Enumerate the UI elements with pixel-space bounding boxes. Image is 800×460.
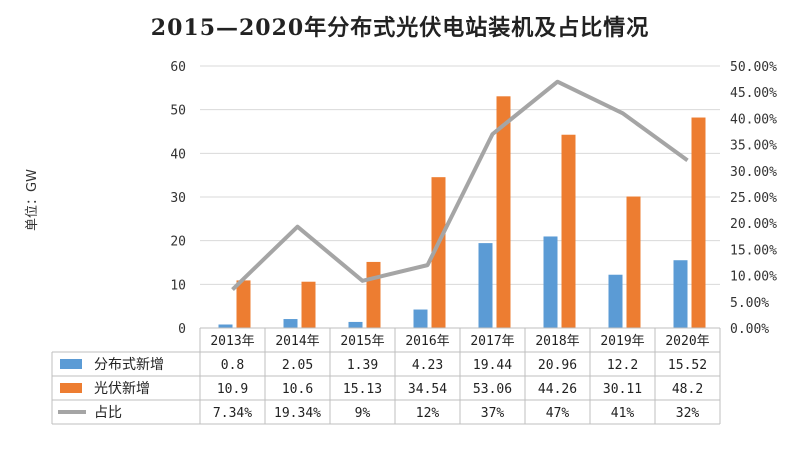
data-label: 20.96 <box>538 358 577 373</box>
x-tick-label: 2015年 <box>340 334 384 349</box>
data-label: 12.2 <box>607 358 638 373</box>
bar-pv <box>691 117 706 328</box>
y2-tick-label: 30.00% <box>730 165 777 180</box>
data-label: 32% <box>676 406 700 421</box>
legend-label: 分布式新增 <box>94 357 164 373</box>
y-axis-label: 单位：GW <box>25 169 40 231</box>
bar-distributed <box>283 319 298 328</box>
data-label: 37% <box>481 406 505 421</box>
x-tick-label: 2018年 <box>535 334 579 349</box>
bar-pv <box>236 280 251 328</box>
data-label: 15.13 <box>343 382 382 397</box>
data-label: 19.34% <box>274 406 321 421</box>
data-label: 19.44 <box>473 358 512 373</box>
y-tick-label: 10 <box>170 278 186 293</box>
y-tick-label: 0 <box>178 322 186 337</box>
x-tick-label: 2019年 <box>600 334 644 349</box>
y2-tick-label: 10.00% <box>730 270 777 285</box>
bar-distributed <box>608 274 623 328</box>
y2-tick-label: 50.00% <box>730 60 777 75</box>
data-label: 15.52 <box>668 358 707 373</box>
bar-distributed <box>218 324 233 328</box>
y2-tick-label: 35.00% <box>730 139 777 154</box>
data-label: 48.2 <box>672 382 703 397</box>
data-label: 44.26 <box>538 382 577 397</box>
legend-swatch <box>60 383 82 393</box>
y2-tick-label: 45.00% <box>730 86 777 101</box>
y2-tick-label: 25.00% <box>730 191 777 206</box>
data-label: 53.06 <box>473 382 512 397</box>
x-tick-label: 2020年 <box>665 334 709 349</box>
legend-label: 光伏新增 <box>94 381 150 397</box>
y2-tick-label: 40.00% <box>730 112 777 127</box>
y2-tick-label: 5.00% <box>730 296 769 311</box>
y-tick-label: 50 <box>170 104 186 119</box>
bar-distributed <box>543 236 558 328</box>
y-tick-label: 60 <box>170 60 186 75</box>
bar-distributed <box>348 321 363 328</box>
bar-distributed <box>673 260 688 328</box>
bar-pv <box>366 261 381 328</box>
data-label: 2.05 <box>282 358 313 373</box>
data-label: 30.11 <box>603 382 642 397</box>
y2-tick-label: 20.00% <box>730 217 777 232</box>
bar-pv <box>561 134 576 328</box>
data-label: 0.8 <box>221 358 244 373</box>
bar-distributed <box>478 243 493 328</box>
chart-title: 2015—2020年分布式光伏电站装机及占比情况 <box>150 15 650 41</box>
data-label: 47% <box>546 406 570 421</box>
bar-distributed <box>413 309 428 328</box>
y-tick-label: 20 <box>170 235 186 250</box>
bar-pv <box>301 281 316 328</box>
data-label: 9% <box>355 406 371 421</box>
data-label: 34.54 <box>408 382 447 397</box>
data-label: 7.34% <box>213 406 252 421</box>
y2-tick-label: 0.00% <box>730 322 769 337</box>
x-tick-label: 2016年 <box>405 334 449 349</box>
x-tick-label: 2013年 <box>210 334 254 349</box>
x-tick-label: 2014年 <box>275 334 319 349</box>
data-label: 1.39 <box>347 358 378 373</box>
y2-tick-label: 15.00% <box>730 243 777 258</box>
line-share <box>231 79 689 291</box>
data-label: 10.6 <box>282 382 313 397</box>
data-label: 4.23 <box>412 358 443 373</box>
legend-swatch <box>60 359 82 369</box>
bar-pv <box>431 177 446 328</box>
data-label: 12% <box>416 406 440 421</box>
bar-pv <box>496 96 511 329</box>
y-tick-label: 30 <box>170 191 186 206</box>
data-label: 41% <box>611 406 635 421</box>
x-tick-label: 2017年 <box>470 334 514 349</box>
bar-pv <box>626 196 641 328</box>
legend-label: 占比 <box>94 405 122 421</box>
y-tick-label: 40 <box>170 147 186 162</box>
data-label: 10.9 <box>217 382 248 397</box>
